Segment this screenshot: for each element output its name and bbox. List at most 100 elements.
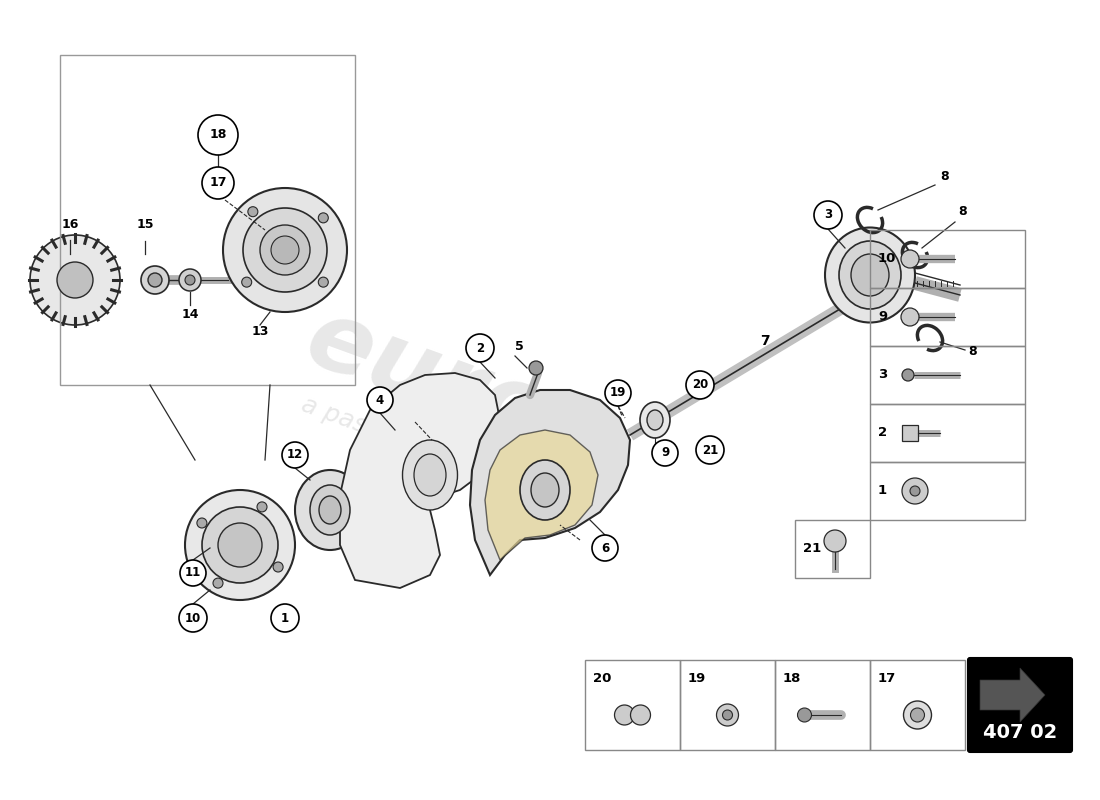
- Bar: [870, 660, 965, 750]
- Text: 14: 14: [182, 308, 199, 321]
- Circle shape: [529, 361, 543, 375]
- Circle shape: [180, 560, 206, 586]
- Text: 10: 10: [185, 611, 201, 625]
- Text: 9: 9: [878, 310, 887, 323]
- Text: 17: 17: [209, 177, 227, 190]
- Text: 2: 2: [476, 342, 484, 354]
- Polygon shape: [485, 430, 598, 560]
- Text: 4: 4: [376, 394, 384, 406]
- Text: 21: 21: [803, 542, 822, 555]
- Circle shape: [814, 201, 842, 229]
- Text: 16: 16: [62, 218, 79, 231]
- Text: 407 02: 407 02: [983, 722, 1057, 742]
- Bar: [776, 660, 870, 750]
- Text: 8: 8: [968, 345, 977, 358]
- Text: 18: 18: [209, 129, 227, 142]
- Circle shape: [260, 225, 310, 275]
- Circle shape: [902, 369, 914, 381]
- Circle shape: [57, 262, 94, 298]
- Circle shape: [630, 705, 650, 725]
- Bar: [795, 520, 870, 578]
- Circle shape: [242, 277, 252, 287]
- Circle shape: [716, 704, 738, 726]
- Circle shape: [911, 708, 924, 722]
- Circle shape: [185, 490, 295, 600]
- Circle shape: [257, 502, 267, 512]
- Text: 15: 15: [136, 218, 154, 231]
- Text: 9: 9: [661, 446, 669, 459]
- Ellipse shape: [851, 254, 889, 296]
- Circle shape: [271, 236, 299, 264]
- Text: 6: 6: [601, 542, 609, 554]
- Ellipse shape: [403, 440, 458, 510]
- Circle shape: [202, 507, 278, 583]
- Text: 7: 7: [760, 334, 770, 348]
- Circle shape: [318, 213, 328, 223]
- Text: 12: 12: [287, 449, 304, 462]
- Ellipse shape: [839, 241, 901, 309]
- Bar: [60, 55, 355, 385]
- Ellipse shape: [310, 485, 350, 535]
- Text: 18: 18: [783, 672, 802, 685]
- Text: 8: 8: [958, 205, 967, 218]
- Bar: [902, 425, 918, 441]
- Ellipse shape: [647, 410, 663, 430]
- Circle shape: [197, 518, 207, 528]
- Bar: [870, 404, 1025, 462]
- Circle shape: [901, 308, 918, 326]
- Text: 17: 17: [878, 672, 896, 685]
- Circle shape: [148, 273, 162, 287]
- Circle shape: [615, 705, 635, 725]
- Circle shape: [141, 266, 169, 294]
- Polygon shape: [340, 373, 500, 588]
- Bar: [870, 346, 1025, 404]
- Circle shape: [824, 530, 846, 552]
- Circle shape: [243, 208, 327, 292]
- Circle shape: [910, 486, 920, 496]
- Circle shape: [696, 436, 724, 464]
- Circle shape: [179, 604, 207, 632]
- Text: 1: 1: [878, 485, 887, 498]
- Circle shape: [213, 578, 223, 588]
- Circle shape: [592, 535, 618, 561]
- Bar: [870, 288, 1025, 346]
- Circle shape: [686, 371, 714, 399]
- Text: 19: 19: [688, 672, 706, 685]
- Text: 1: 1: [280, 611, 289, 625]
- Circle shape: [179, 269, 201, 291]
- Circle shape: [223, 188, 346, 312]
- Ellipse shape: [825, 227, 915, 322]
- Text: 20: 20: [593, 672, 612, 685]
- Circle shape: [30, 235, 120, 325]
- Circle shape: [723, 710, 733, 720]
- Circle shape: [218, 523, 262, 567]
- Text: 13: 13: [251, 325, 268, 338]
- Polygon shape: [470, 390, 630, 575]
- Bar: [585, 660, 680, 750]
- Text: 20: 20: [692, 378, 708, 391]
- Circle shape: [198, 115, 238, 155]
- Ellipse shape: [640, 402, 670, 438]
- Text: 11: 11: [185, 566, 201, 579]
- Ellipse shape: [295, 470, 365, 550]
- Circle shape: [466, 334, 494, 362]
- Circle shape: [901, 250, 918, 268]
- Ellipse shape: [414, 454, 446, 496]
- Bar: [680, 660, 775, 750]
- Circle shape: [798, 708, 812, 722]
- Text: europ: europ: [294, 292, 626, 488]
- Circle shape: [282, 442, 308, 468]
- Circle shape: [902, 478, 928, 504]
- Text: 10: 10: [878, 253, 896, 266]
- Bar: [870, 230, 1025, 288]
- Text: 5: 5: [515, 340, 524, 353]
- Ellipse shape: [520, 460, 570, 520]
- Circle shape: [903, 701, 932, 729]
- Text: 19: 19: [609, 386, 626, 399]
- Circle shape: [202, 167, 234, 199]
- Circle shape: [185, 275, 195, 285]
- Circle shape: [248, 206, 257, 217]
- Text: 21: 21: [702, 443, 718, 457]
- Text: a passion for parts.de: a passion for parts.de: [298, 392, 562, 508]
- Text: 2: 2: [878, 426, 887, 439]
